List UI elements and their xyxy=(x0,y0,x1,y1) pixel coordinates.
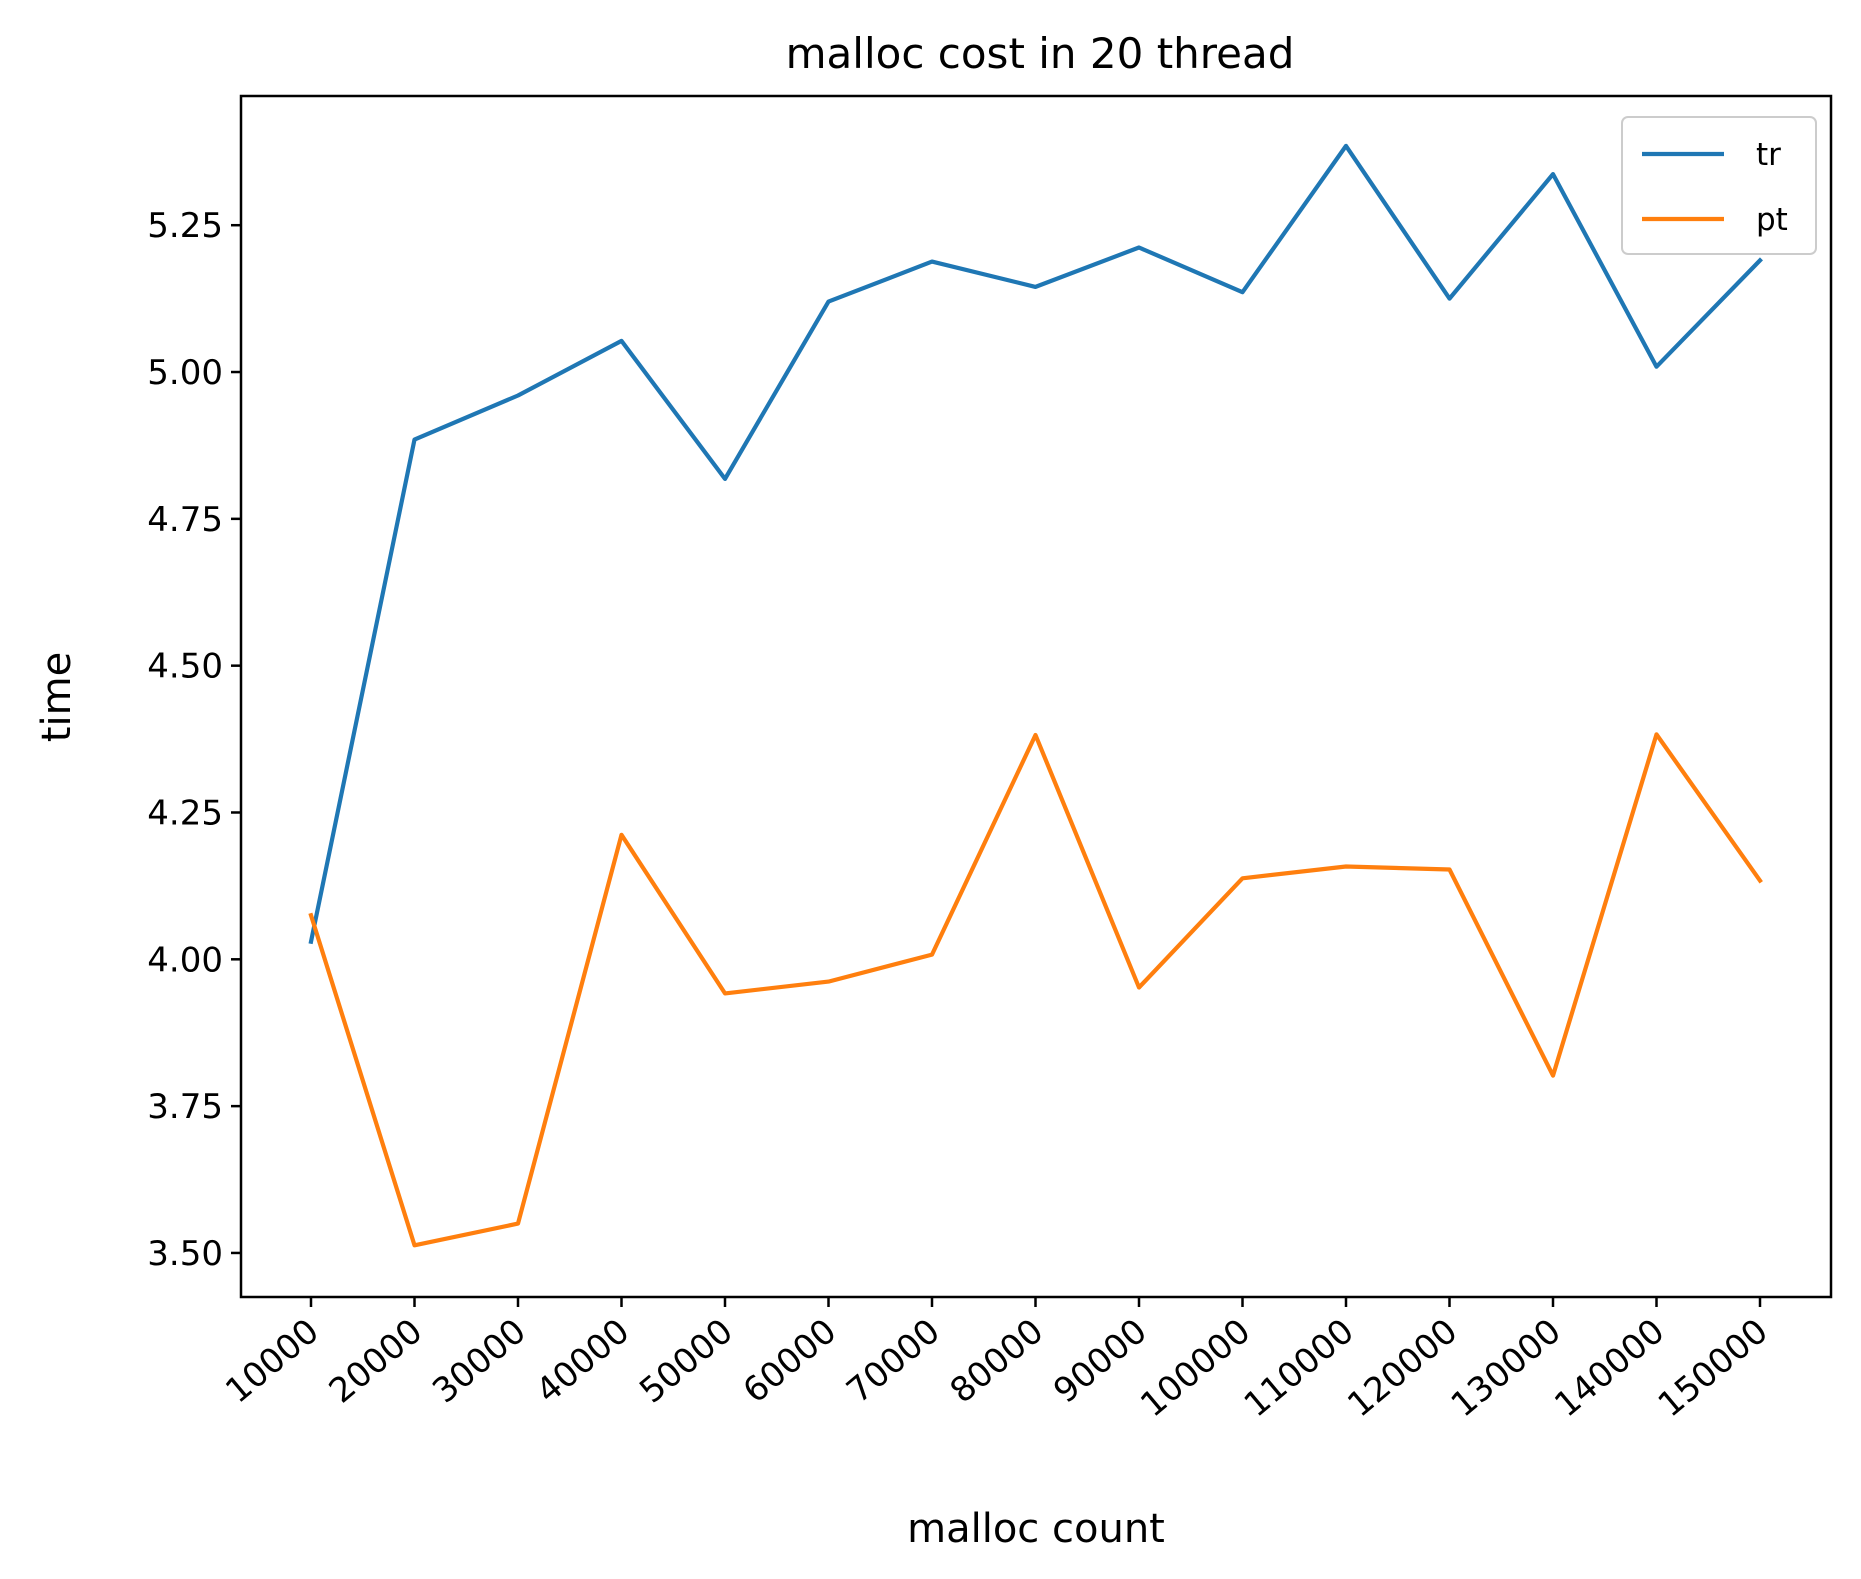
y-axis: 3.50 3.75 4.00 4.25 4.50 4.75 5.00 5.25 xyxy=(147,206,241,1274)
y-axis-label: time xyxy=(34,652,80,742)
y-tick-label: 4.50 xyxy=(147,647,223,687)
y-tick-label: 3.50 xyxy=(147,1234,223,1274)
y-tick-label: 3.75 xyxy=(147,1087,223,1127)
x-axis-label: malloc count xyxy=(907,1506,1165,1552)
legend: tr pt xyxy=(1621,116,1817,255)
legend-label-tr: tr xyxy=(1756,137,1781,173)
y-tick-label: 4.75 xyxy=(147,500,223,540)
y-tick-label: 4.25 xyxy=(147,793,223,833)
chart-title: malloc cost in 20 thread xyxy=(786,29,1295,78)
series-line-tr xyxy=(308,143,1763,945)
y-tick-label: 4.00 xyxy=(147,940,223,980)
series-layer xyxy=(308,143,1763,1248)
legend-label-pt: pt xyxy=(1756,202,1788,238)
series-line-pt xyxy=(308,732,1763,1248)
y-tick-label: 5.25 xyxy=(147,206,223,246)
y-tick-label: 5.00 xyxy=(147,353,223,393)
